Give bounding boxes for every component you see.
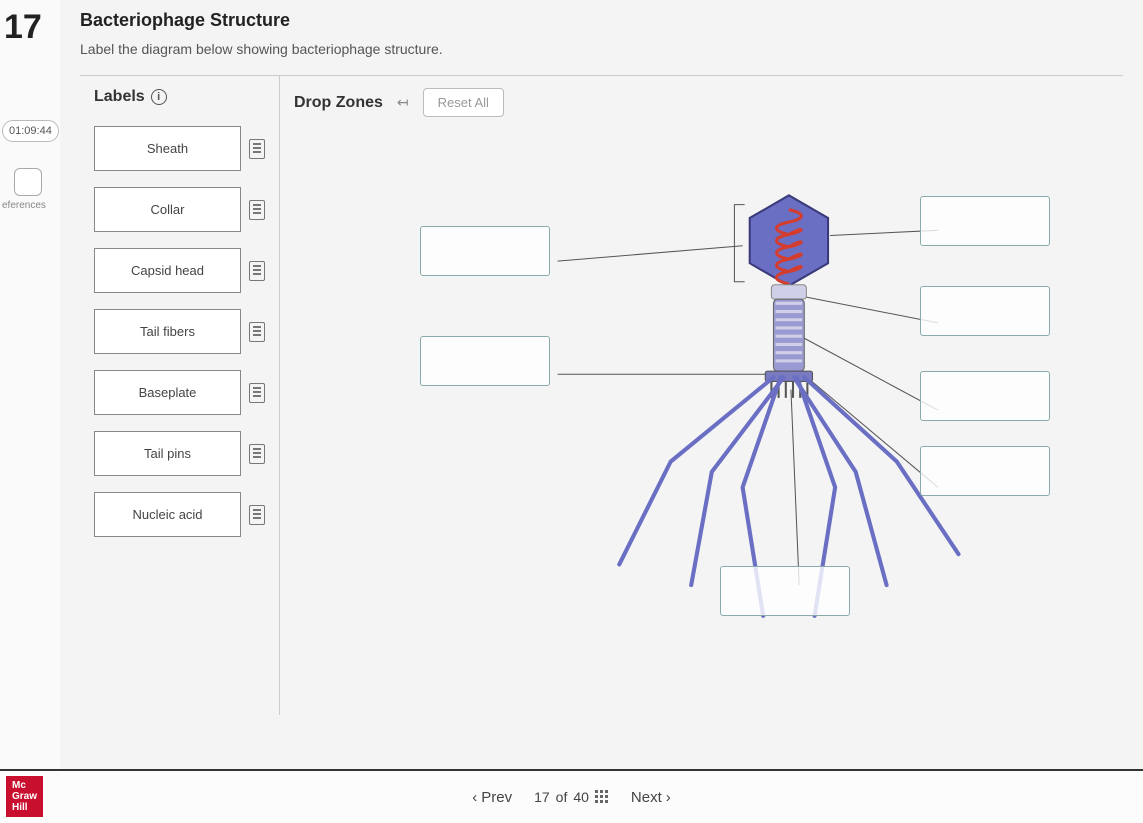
drop-zone[interactable] (920, 286, 1050, 336)
brand-line: Hill (12, 802, 37, 813)
chevron-left-icon: ‹ (472, 789, 477, 806)
pager-of: of (556, 789, 568, 805)
label-chip[interactable]: Capsid head (94, 248, 241, 293)
dropzone-column: Drop Zones ↤ Reset All (280, 76, 1123, 715)
drop-zone[interactable] (920, 196, 1050, 246)
label-row: Nucleic acid (94, 492, 265, 537)
card-stack-icon[interactable] (249, 322, 265, 342)
activity-area: Labels i Sheath Collar Capsid head Tail fib… (80, 75, 1123, 715)
card-stack-icon[interactable] (249, 200, 265, 220)
label-row: Collar (94, 187, 265, 232)
back-arrow-icon[interactable]: ↤ (397, 94, 409, 111)
drop-zone[interactable] (920, 446, 1050, 496)
diagram-canvas (280, 126, 1123, 715)
info-icon[interactable]: i (151, 89, 167, 105)
label-row: Tail fibers (94, 309, 265, 354)
pager-total: 40 (573, 789, 589, 805)
references-icon[interactable] (14, 168, 42, 196)
footer-nav: Mc Graw Hill ‹ Prev 17 of 40 Next › (0, 769, 1143, 823)
card-stack-icon[interactable] (249, 383, 265, 403)
left-rail: 17 01:09:44 eferences (0, 0, 60, 823)
card-stack-icon[interactable] (249, 261, 265, 281)
references-label: eferences (2, 200, 46, 211)
brand-line: Graw (12, 791, 37, 802)
label-row: Sheath (94, 126, 265, 171)
drop-zone[interactable] (720, 566, 850, 616)
chevron-right-icon: › (666, 789, 671, 806)
card-stack-icon[interactable] (249, 505, 265, 525)
label-row: Baseplate (94, 370, 265, 415)
label-row: Tail pins (94, 431, 265, 476)
main-panel: Bacteriophage Structure Label the diagra… (70, 0, 1143, 763)
pager-current: 17 (534, 789, 550, 805)
drop-zone[interactable] (420, 336, 550, 386)
brand-line: Mc (12, 780, 37, 791)
grid-icon[interactable] (595, 790, 609, 804)
instruction-text: Label the diagram below showing bacterio… (80, 41, 1123, 57)
drop-zone[interactable] (420, 226, 550, 276)
timer-badge: 01:09:44 (2, 120, 59, 142)
pager: 17 of 40 (534, 789, 609, 805)
page-title: Bacteriophage Structure (80, 10, 1123, 31)
question-number: 17 (4, 8, 42, 47)
labels-header: Labels i (94, 88, 265, 106)
label-chip[interactable]: Tail fibers (94, 309, 241, 354)
brand-badge: Mc Graw Hill (6, 776, 43, 817)
dropzone-header-row: Drop Zones ↤ Reset All (294, 88, 1109, 117)
label-chip[interactable]: Nucleic acid (94, 492, 241, 537)
prev-button[interactable]: ‹ Prev (472, 789, 512, 806)
reset-all-button[interactable]: Reset All (423, 88, 504, 117)
next-button[interactable]: Next › (631, 789, 671, 806)
labels-column: Labels i Sheath Collar Capsid head Tail fib… (80, 76, 280, 715)
label-chip[interactable]: Sheath (94, 126, 241, 171)
card-stack-icon[interactable] (249, 444, 265, 464)
labels-header-text: Labels (94, 88, 145, 106)
next-label: Next (631, 789, 662, 806)
label-row: Capsid head (94, 248, 265, 293)
label-chip[interactable]: Collar (94, 187, 241, 232)
label-chip[interactable]: Baseplate (94, 370, 241, 415)
drop-zone[interactable] (920, 371, 1050, 421)
card-stack-icon[interactable] (249, 139, 265, 159)
prev-label: Prev (481, 789, 512, 806)
dropzone-header-text: Drop Zones (294, 94, 383, 112)
label-chip[interactable]: Tail pins (94, 431, 241, 476)
